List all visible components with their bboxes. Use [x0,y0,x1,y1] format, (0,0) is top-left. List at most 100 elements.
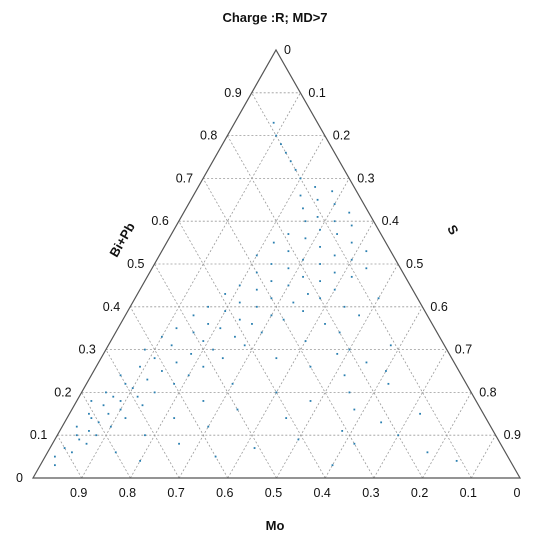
data-point [173,382,176,385]
data-point [294,168,297,171]
data-point [316,198,319,201]
data-point [319,297,322,300]
tick-label-mo: 0.5 [265,486,282,500]
grid-line-s [324,306,423,479]
data-point [333,220,336,223]
data-point [309,365,312,368]
chart-title: Charge :R; MD>7 [222,10,327,25]
data-point [88,430,90,432]
data-point [287,233,290,235]
data-point [112,395,115,398]
data-point [136,395,139,398]
data-point [75,434,78,437]
data-point [275,391,278,394]
tick-label-bipb: 0.6 [151,214,168,228]
data-point [350,241,353,244]
data-point [280,143,282,146]
data-point [192,331,195,334]
data-point [365,361,368,364]
tick-label-s: 0.7 [455,343,472,357]
data-point [319,280,321,283]
data-point [124,417,127,419]
data-point [190,352,193,355]
left-axis-label: Bi+Pb [106,220,138,260]
data-point [85,442,88,445]
tick-label-mo: 0.2 [411,486,428,500]
data-point [380,421,383,424]
data-point [224,293,227,295]
tick-label-mo: 0.1 [460,486,477,500]
tick-label-s: 0.1 [308,86,325,100]
tick-label-bipb: 0.4 [103,300,120,314]
data-point [387,382,390,385]
grid-line-s [422,392,472,479]
data-point [234,335,236,338]
tick-label-bipb: 0 [16,471,23,485]
data-point [331,464,334,467]
data-point [202,340,205,342]
data-point [333,288,336,291]
data-point [160,335,163,338]
data-point [397,434,400,437]
data-point [97,421,100,424]
data-point [314,186,317,188]
tick-label-bipb: 0.1 [30,428,47,442]
data-point [105,391,107,394]
bottom-axis-label: Mo [266,518,285,533]
tick-label-mo: 0.7 [167,486,184,500]
data-point [253,447,256,449]
data-point [238,284,241,287]
data-point [302,258,304,261]
data-point [255,254,258,257]
data-point [238,301,241,304]
data-point [282,318,285,321]
data-point [353,442,356,445]
data-point [350,275,353,278]
data-point [231,382,234,385]
data-point [175,327,178,330]
tick-label-mo: 0.8 [119,486,136,500]
tick-label-s: 0.8 [479,385,496,399]
data-point [304,237,307,240]
tick-label-mo: 0.4 [314,486,331,500]
data-point [302,310,304,312]
data-point [348,348,351,351]
tick-label-bipb: 0.2 [54,385,71,399]
data-point [255,271,258,274]
data-point [304,340,307,342]
tick-label-s: 0.2 [333,129,350,143]
data-point [365,267,368,270]
data-point [307,293,309,295]
tick-label-s: 0.9 [504,428,521,442]
data-point [192,314,195,317]
data-point [389,344,392,347]
data-point [287,284,290,287]
data-point [251,323,253,325]
data-point [139,365,141,368]
data-point [119,408,122,411]
data-point [336,233,338,235]
data-point [316,216,319,218]
data-point [119,374,122,377]
grid-line-mo [154,263,277,479]
tick-label-s: 0.6 [430,300,447,314]
data-point [350,258,353,261]
data-point [207,425,210,428]
data-point [207,305,210,308]
data-point [284,151,287,154]
grid-line-mo [202,178,375,479]
grid-line-mo [105,349,180,479]
data-point [365,250,368,253]
data-points [53,121,458,467]
data-point [319,263,321,265]
data-point [270,314,273,317]
data-point [175,361,178,364]
grid-line-s [81,92,301,479]
data-point [90,417,93,419]
data-point [343,305,346,308]
data-point [302,275,304,278]
data-point [270,280,273,283]
tick-label-mo: 0.6 [216,486,233,500]
data-point [331,190,334,193]
